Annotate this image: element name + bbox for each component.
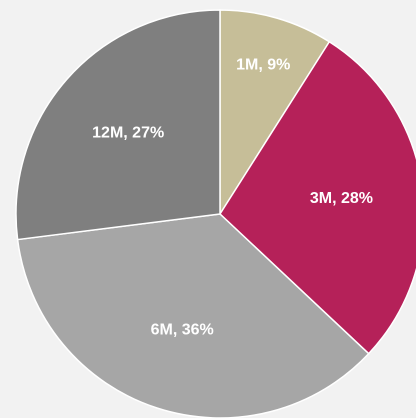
data-label: 1M, 9%: [236, 56, 290, 73]
data-label: 3M, 28%: [310, 190, 373, 207]
data-label: 6M, 36%: [151, 322, 214, 339]
pie-slice: [219, 40, 416, 355]
pie-slice: [219, 9, 331, 217]
pie-slice: [15, 9, 221, 241]
data-label: 12M, 27%: [92, 124, 164, 141]
pie-slice: [16, 213, 370, 418]
